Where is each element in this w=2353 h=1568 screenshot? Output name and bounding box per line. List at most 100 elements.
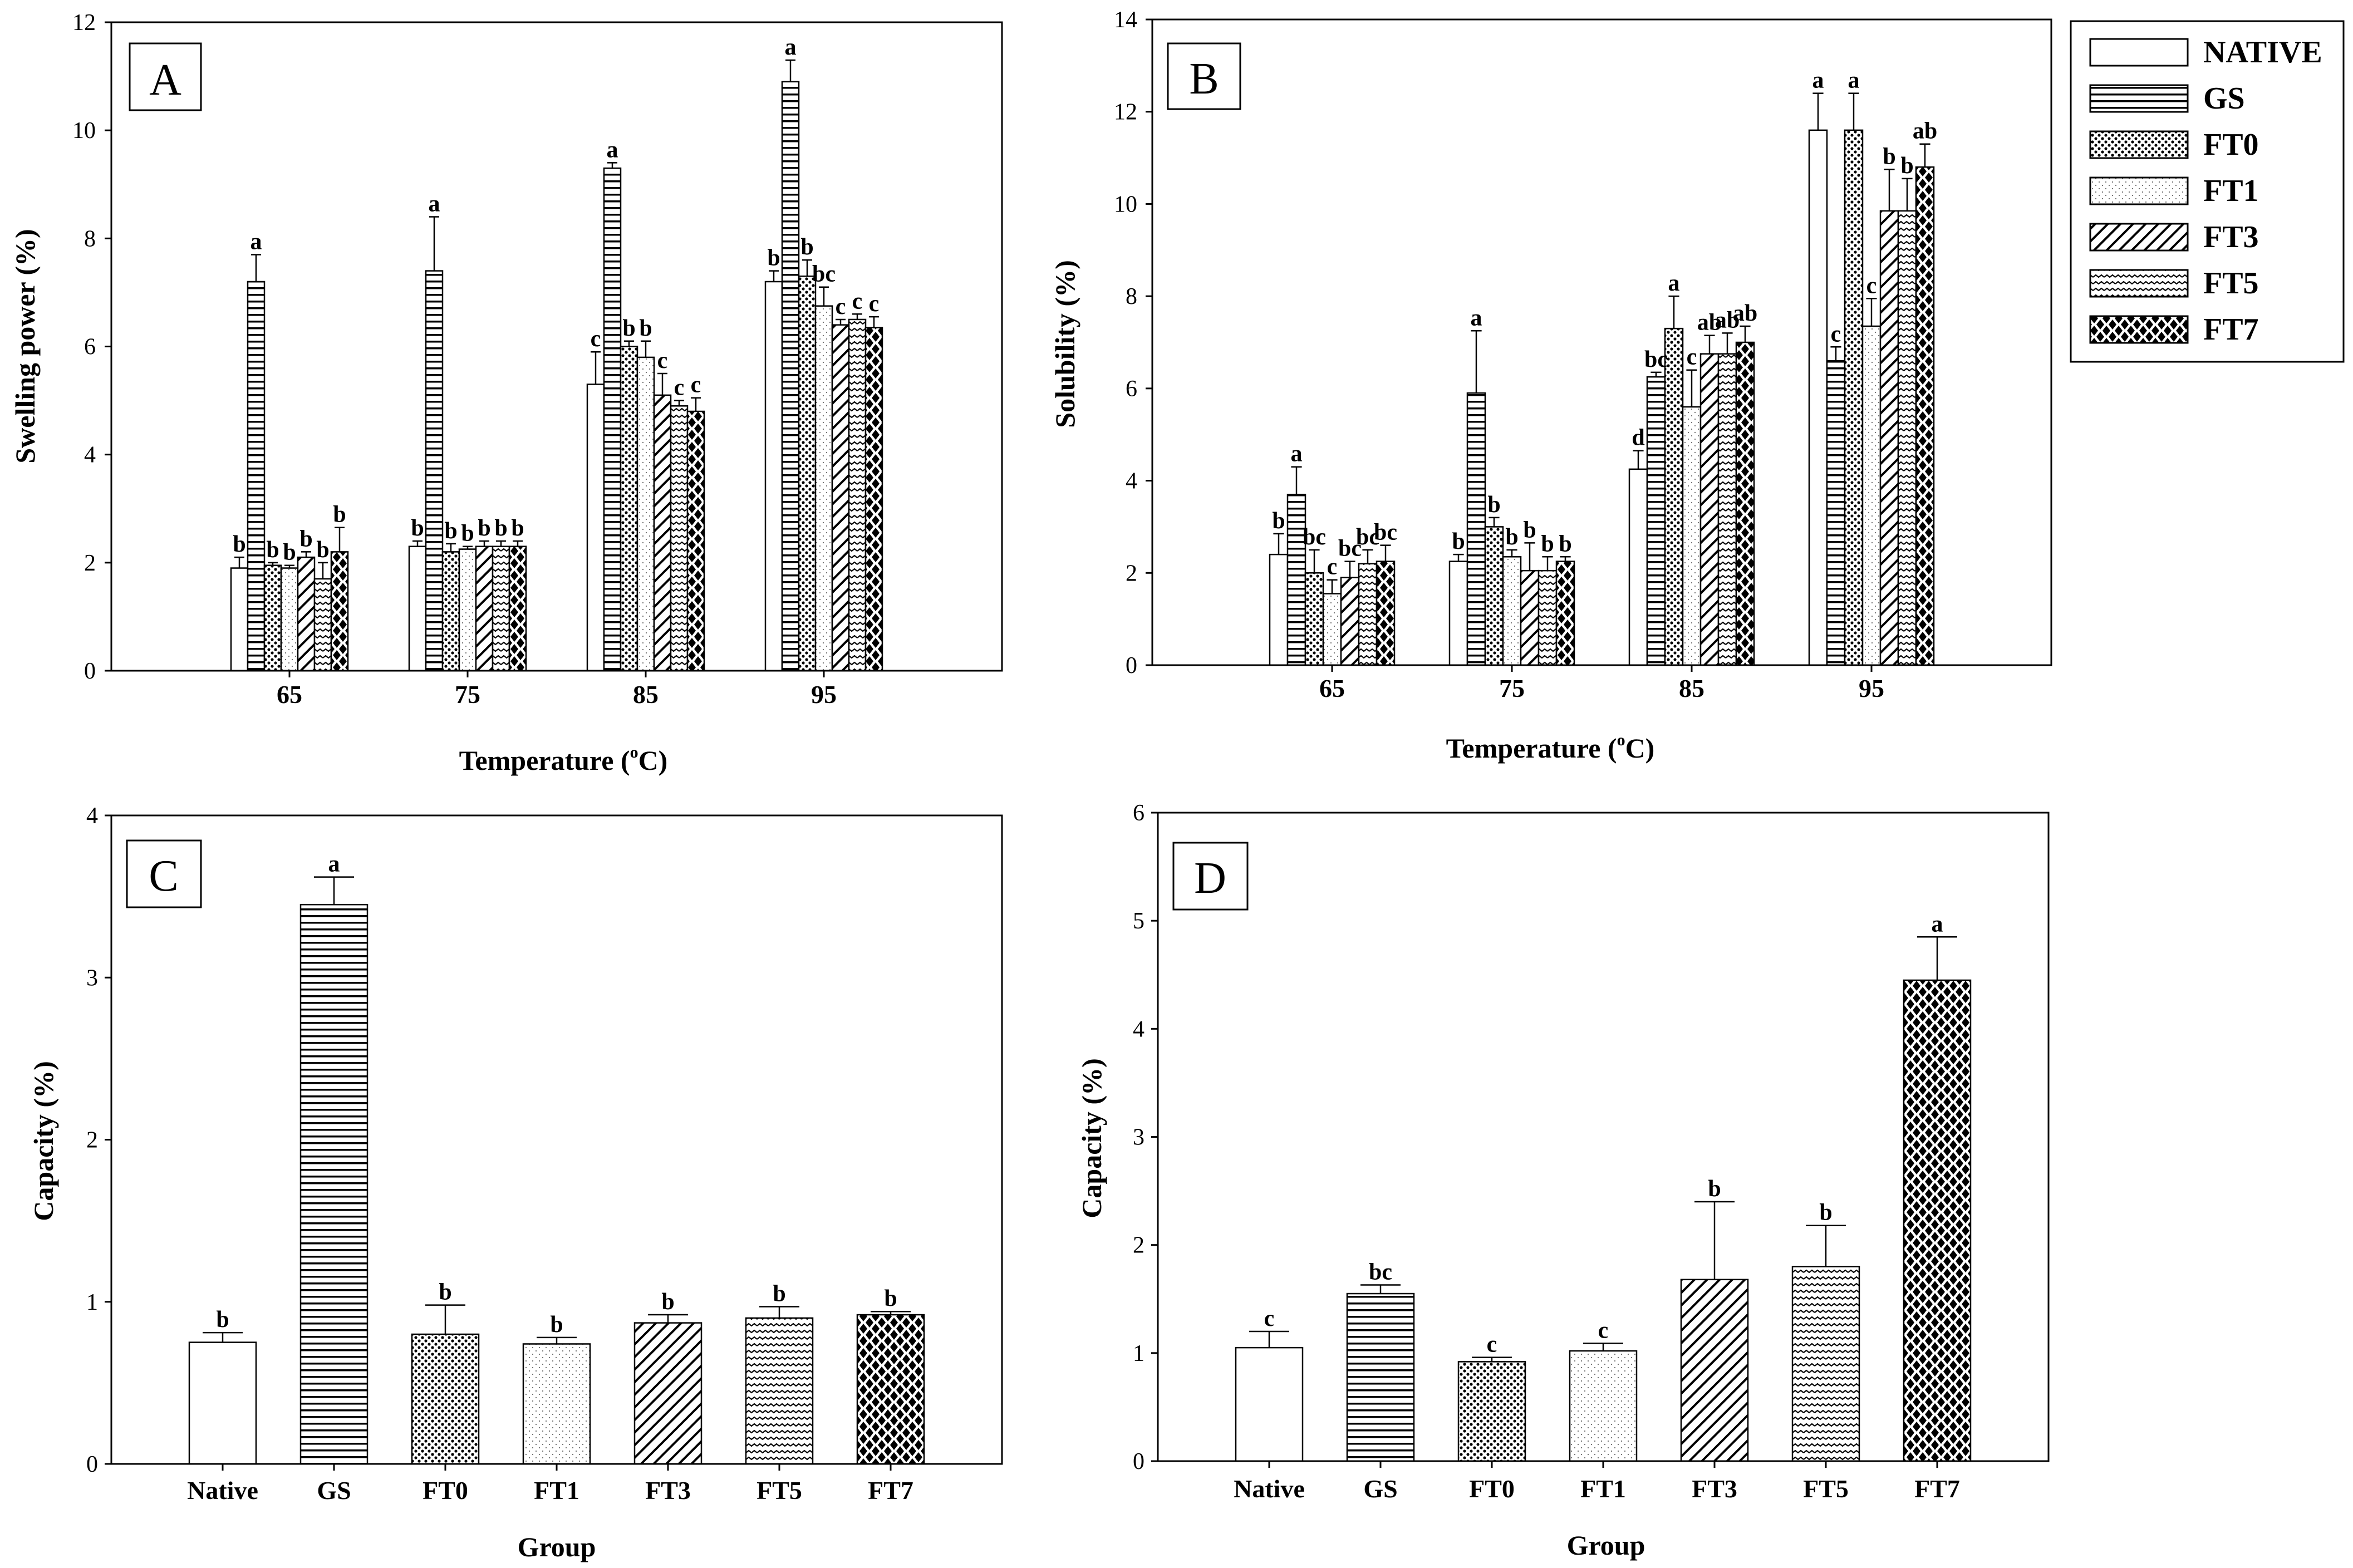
panel-b-bar-ft7-75 [1555, 561, 1575, 666]
panel-d-y-axis-label: Capacity (%) [1076, 1058, 1107, 1218]
panel-c-x-tick-label: FT7 [868, 1476, 913, 1505]
panel-c-bar-native [188, 1341, 257, 1465]
panel-d-x-axis-label: Group [1567, 1530, 1645, 1561]
panel-b-axis-ticks: 0 2 4 6 8 10 12 14 65 75 85 95 [1114, 7, 1884, 702]
panel-a-bar-ft7-75 [508, 545, 527, 672]
panel-a-y-tick-label: 2 [84, 550, 96, 576]
panel-b-bar-ft0-75 [1484, 526, 1504, 666]
panel-b-letter: B [1189, 55, 1219, 104]
panel-c-y-tick-label: 0 [86, 1452, 98, 1477]
legend-label-ft3: FT3 [2203, 220, 2259, 254]
panel-d-sig-label-gs: bc [1369, 1260, 1392, 1285]
panel-d-bar-ft3 [1680, 1279, 1749, 1462]
panel-c-x-axis-label: Group [518, 1531, 596, 1562]
panel-a-bars [230, 81, 883, 672]
panel-b-bar-gs-85 [1646, 376, 1666, 666]
legend-swatch-ft5 [2089, 269, 2189, 298]
panel-b-sig-label-gs-95: c [1831, 321, 1841, 347]
panel-c-letter-box [126, 839, 202, 908]
panel-d-bar-ft7 [1903, 979, 1972, 1462]
panel-b-bar-gs-65 [1286, 494, 1306, 666]
panel-a-x-tick-label: 65 [277, 680, 302, 709]
panel-a-y-tick-label: 6 [84, 335, 96, 360]
panel-c-x-tick-label: FT5 [757, 1476, 802, 1505]
panel-d-y-tick-label: 3 [1133, 1125, 1144, 1151]
panel-c-x-tick-label: FT0 [423, 1476, 468, 1505]
panel-b-bar-ft0-85 [1664, 327, 1684, 666]
panel-a-bar-ft7-85 [686, 410, 705, 672]
panel-d-x-tick-label: FT1 [1580, 1474, 1626, 1503]
panel-b-sig-label-gs-85: bc [1644, 347, 1668, 372]
panel-b-sig-label-ft5-95: b [1900, 153, 1913, 179]
panel-c-bar-ft3 [633, 1322, 703, 1465]
panel-a-sig-label-ft1-65: b [283, 540, 296, 566]
panel-b-bar-ft3-65 [1340, 577, 1360, 666]
panel-a-sig-label-ft3-85: c [657, 348, 668, 373]
panel-a-x-axis-label: Temperature (oC) [459, 743, 668, 776]
panel-a-bar-ft5-95 [848, 318, 867, 672]
panel-b-bar-native-95 [1808, 129, 1828, 666]
panel-b-bar-ft5-95 [1897, 210, 1917, 666]
panel-d-bars [1235, 979, 1972, 1462]
panel-c-y-axis-label: Capacity (%) [28, 1061, 59, 1221]
panel-b-bar-ft5-85 [1717, 353, 1737, 666]
panel-a-sig-label-ft0-75: b [444, 518, 457, 544]
panel-b-bar-gs-95 [1826, 360, 1846, 666]
panel-d-sig-label-ft0: c [1487, 1332, 1497, 1358]
panel-b-bar-ft7-95 [1915, 166, 1935, 666]
panel-a-sig-label-gs-65: a [250, 229, 262, 254]
panel-c-sig-label-ft3: b [661, 1289, 674, 1315]
legend-label-ft1: FT1 [2203, 174, 2259, 208]
panel-d-x-tick-label: FT0 [1469, 1474, 1515, 1503]
panel-d-sig-label-ft7: a [1932, 911, 1943, 937]
panel-c-bar-gs [299, 903, 369, 1465]
panel-a-bar-ft3-95 [831, 324, 850, 672]
legend-label-ft7: FT7 [2203, 312, 2259, 347]
panel-b-sig-label-ft1-85: c [1687, 345, 1697, 370]
panel-b-sig-label-native-95: a [1812, 68, 1824, 94]
panel-b-sig-label-native-65: b [1272, 508, 1285, 534]
panel-a-sig-label-ft7-65: b [333, 502, 346, 528]
panel-b-bar-ft3-95 [1879, 210, 1899, 666]
legend-label-ft5: FT5 [2203, 266, 2259, 301]
panel-b-y-tick-label: 2 [1126, 561, 1137, 586]
panel-b-x-tick-label: 85 [1679, 674, 1704, 702]
panel-d-bar-gs [1346, 1292, 1415, 1462]
panel-a-bar-gs-85 [603, 167, 622, 672]
panel-d-x-tick-label: GS [1363, 1474, 1397, 1503]
panel-c-letter: C [149, 852, 178, 901]
panel-b-bar-ft5-65 [1358, 563, 1378, 666]
panel-a-sig-label-gs-85: a [607, 137, 618, 163]
panel-b-sig-label-ft3-85: ab [1697, 310, 1722, 336]
panel-a-sig-label-ft0-85: b [622, 316, 635, 341]
panel-b-bar-native-85 [1628, 468, 1648, 666]
legend-label-gs: GS [2203, 81, 2245, 116]
panel-a-bar-ft1-85 [636, 356, 655, 672]
panel-d-bar-ft0 [1457, 1361, 1526, 1462]
legend-items: NATIVE GS FT0 FT1 FT3 FT5 FT7 [2089, 35, 2322, 347]
panel-c-error-bars [203, 876, 911, 1344]
panel-a-bar-native-95 [764, 281, 783, 672]
panel-d-bar-ft5 [1791, 1266, 1860, 1462]
panel-a-y-tick-label: 8 [84, 226, 96, 252]
panel-a-bar-ft1-95 [814, 305, 833, 672]
panel-a-y-tick-label: 12 [72, 10, 96, 36]
panel-b-sig-label-ft3-75: b [1523, 517, 1536, 543]
panel-c-x-tick-label: Native [187, 1476, 258, 1505]
panel-a-x-tick-label: 75 [455, 680, 480, 709]
panel-b-sig-label-ft3-65: bc [1338, 536, 1362, 562]
panel-a-y-tick-label: 4 [84, 443, 96, 468]
panel-b-sig-label-native-85: d [1632, 425, 1644, 451]
panel-c-sig-label-ft1: b [550, 1312, 563, 1338]
panel-b-sig-label-ft7-65: bc [1374, 520, 1397, 545]
panel-b-sig-label-ft1-65: c [1327, 554, 1338, 580]
panel-c-y-tick-label: 3 [86, 965, 98, 991]
panel-d-sig-label-native: c [1264, 1306, 1275, 1331]
panel-b-bar-ft1-65 [1322, 593, 1342, 666]
panel-d-sig-label-ft3: b [1708, 1176, 1721, 1202]
panel-b-sig-label-native-75: b [1452, 529, 1465, 554]
panel-b-x-tick-label: 95 [1859, 674, 1884, 702]
